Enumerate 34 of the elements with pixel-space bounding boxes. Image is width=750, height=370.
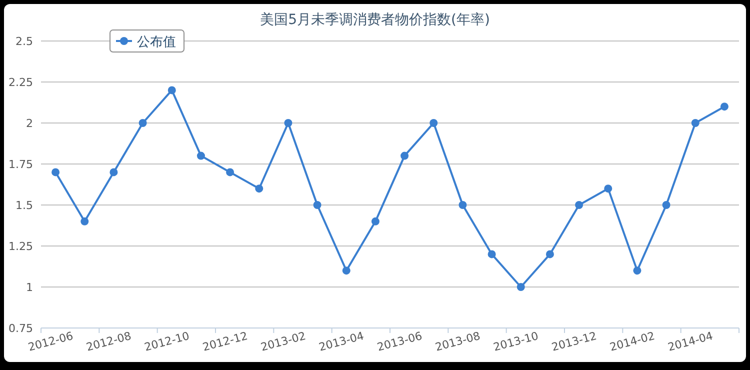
point	[226, 168, 234, 176]
point	[691, 119, 700, 127]
y-tick-label: 0.75	[8, 322, 33, 335]
point	[662, 201, 670, 209]
point	[168, 86, 176, 94]
point	[110, 168, 118, 176]
point	[52, 168, 60, 176]
point	[138, 119, 147, 127]
point	[488, 250, 496, 258]
point	[371, 217, 380, 226]
y-tick-label: 1.75	[8, 158, 33, 171]
point	[284, 119, 292, 127]
point	[575, 201, 584, 209]
point	[400, 152, 409, 160]
point	[458, 201, 467, 209]
point	[720, 102, 728, 111]
y-tick-label: 2.25	[8, 76, 33, 89]
point	[80, 217, 89, 226]
point	[196, 152, 205, 160]
point	[255, 184, 264, 193]
y-tick-label: 2.5	[16, 35, 33, 48]
y-tick-label: 2	[26, 117, 33, 130]
y-tick-label: 1.5	[16, 199, 33, 212]
y-tick-label: 1	[26, 281, 33, 294]
point	[604, 184, 612, 193]
point	[313, 201, 322, 209]
point	[516, 283, 525, 291]
point	[342, 266, 350, 275]
chart-title: 美国5月未季调消费者物价指数(年率)	[260, 12, 490, 28]
point	[633, 266, 642, 275]
point	[546, 250, 554, 258]
legend-label: 公布值	[137, 35, 176, 50]
y-tick-label: 1.25	[8, 240, 33, 253]
point	[430, 119, 438, 127]
